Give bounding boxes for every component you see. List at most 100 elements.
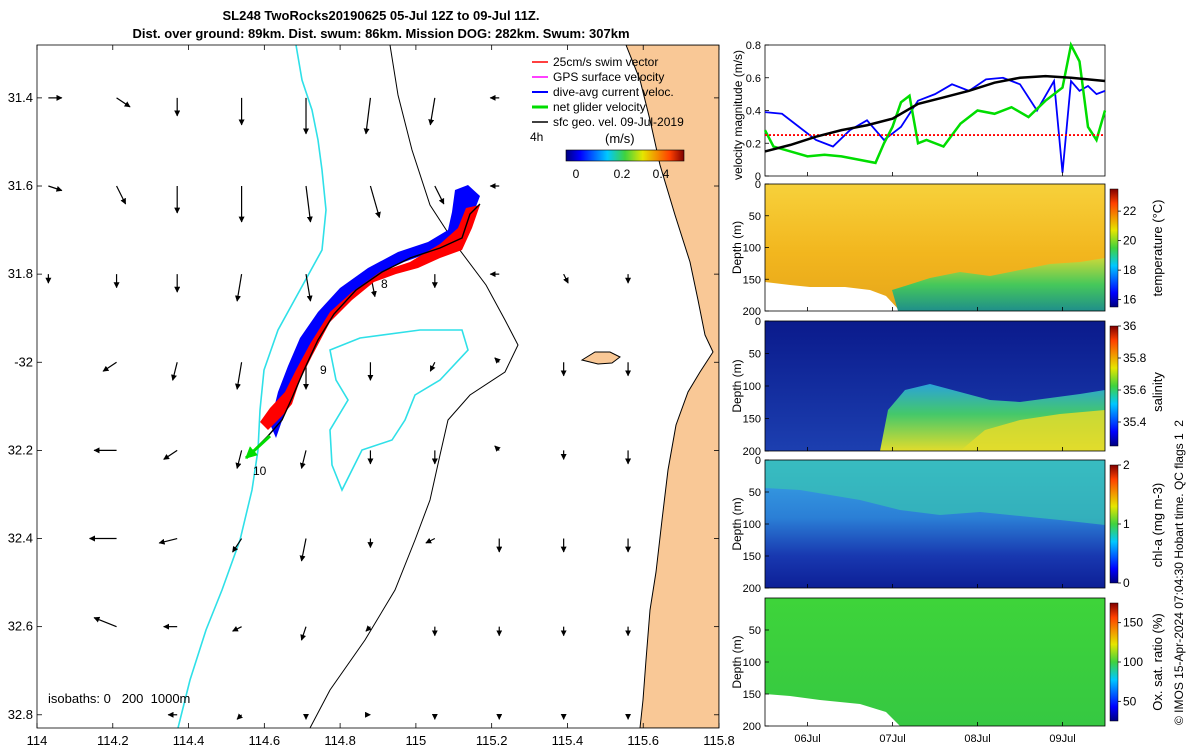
geo-velocity-vector: [494, 357, 501, 364]
geo-velocity-vector: [235, 362, 243, 390]
depth-tick-label: 200: [743, 721, 761, 733]
isobath-1000m: [177, 45, 327, 728]
colorbar-tick-04: 0.4: [653, 167, 670, 181]
geo-velocity-vector: [116, 97, 131, 108]
credit-text: © IMOS 15-Apr-2024 07:04:30 Hobart time.…: [1172, 420, 1186, 725]
velocity-y-tick-label: 0.6: [746, 73, 761, 85]
temperature-colorbar: [1109, 188, 1119, 308]
oxygen-colorbar-label: Ox. sat. ratio (%): [1150, 613, 1165, 711]
map-y-tick-label: 32.8: [8, 707, 33, 722]
colorbar-tick-0: 0: [573, 167, 580, 181]
day-marker-9: 9: [320, 363, 327, 377]
velocity-series: [763, 41, 1107, 173]
velocity-series-dive-avg-current: [764, 76, 1106, 173]
salinity-deep-patch: [960, 410, 1105, 451]
colorbar-tick-label: 16: [1123, 293, 1137, 307]
velocity-y-label: velocity magnitude (m/s): [731, 50, 745, 180]
velocity-y-tick-label: 0.4: [746, 106, 761, 118]
chla-panel: chl-a (mg m-3) 0 50 100 150 200 Depth (m) 0 1 2: [730, 455, 1165, 595]
legend-geo-label: sfc geo. vel. 09-Jul-2019: [553, 115, 684, 129]
depth-tick-label: 100: [743, 243, 761, 255]
legend-dive-label: dive-avg current veloc.: [553, 85, 674, 99]
salinity-panel: salinity 0 50 100 150 200 Depth (m) 35.4 35.6 35…: [730, 316, 1165, 458]
velocity-y-tick-label: 0.8: [746, 40, 761, 52]
geo-velocity-vector: [365, 625, 372, 632]
geo-velocity-vector: [299, 450, 307, 469]
day-marker-10: 10: [253, 464, 267, 478]
geo-velocity-vector: [116, 185, 127, 205]
map-x-tick-label: 115.4: [552, 733, 584, 748]
chla-mixed-layer: [765, 460, 1105, 525]
geo-velocity-vector: [158, 537, 178, 545]
map-x-tick-label: 115.8: [703, 733, 735, 748]
isobath-200m: [309, 45, 519, 728]
colorbar-tick-label: 35.6: [1123, 383, 1147, 397]
chla-colorbar: [1109, 464, 1119, 584]
colorbar-tick-label: 36: [1123, 319, 1137, 333]
time-tick-label: 07Jul: [879, 733, 905, 745]
oxygen-ticks: 50 100 150 200 Depth (m) 50 100 150: [730, 616, 1143, 733]
depth-tick-label: 50: [749, 211, 761, 223]
geo-velocity-vector: [363, 97, 372, 135]
net-velocity-arrow: [244, 434, 272, 460]
map-x-axis: 114 114.2 114.4 114.6 114.8 115 115.2 115.4 115.…: [27, 45, 735, 748]
depth-tick-label: 50: [749, 625, 761, 637]
oxygen-colorbar: [1109, 602, 1119, 722]
dive-avg-current-ribbon: [270, 185, 480, 438]
depth-tick-label: 200: [743, 583, 761, 595]
time-axis: 06Jul 07Jul 08Jul 09Jul: [794, 172, 1076, 745]
rottnest-island: [580, 351, 621, 365]
colorbar-tick-02: 0.2: [614, 167, 631, 181]
colorbar-tick-label: 0: [1123, 576, 1130, 590]
colorbar-tick-label: 35.8: [1123, 351, 1147, 365]
map-y-tick-label: 32.6: [8, 619, 33, 634]
geo-velocity-vector: [171, 362, 178, 381]
geo-velocity-vector: [369, 185, 381, 219]
glider-track: [255, 203, 481, 449]
map-y-tick-label: 32.2: [8, 442, 33, 457]
velocity-y-axis: 0 0.2 0.4 0.6 0.8: [746, 40, 769, 183]
colorbar-tick-label: 22: [1123, 204, 1137, 218]
land-mass: [625, 45, 719, 728]
depth-tick-label: 0: [755, 316, 761, 328]
map-x-tick-label: 114.8: [324, 733, 356, 748]
map-x-tick-label: 114: [27, 733, 48, 748]
geo-velocity-vector: [235, 450, 243, 469]
salinity-ticks: 0 50 100 150 200 Depth (m) 35.4 35.6 35.8 36: [730, 316, 1147, 458]
map-x-tick-label: 114.2: [97, 733, 129, 748]
velocity-series-net-glider-velocity: [763, 41, 1107, 165]
salinity-colorbar-label: salinity: [1150, 372, 1165, 412]
map-y-tick-label: -32: [14, 354, 33, 369]
geo-velocity-vector: [235, 274, 243, 302]
geo-velocity-vector: [236, 713, 244, 720]
colorbar-tick-label: 1: [1123, 517, 1130, 531]
velocity-y-tick-label: 0.2: [746, 138, 761, 150]
depth-tick-label: 50: [749, 487, 761, 499]
legend-gps-label: GPS surface velocity: [553, 70, 664, 84]
geo-velocity-vector: [425, 537, 436, 544]
geo-velocity-vector: [300, 626, 307, 641]
day-marker-8: 8: [381, 277, 388, 291]
legend-swim-label: 25cm/s swim vector: [553, 55, 658, 69]
map-x-tick-label: 115: [406, 733, 427, 748]
depth-axis-label: Depth (m): [730, 497, 744, 550]
chla-ticks: 0 50 100 150 200 Depth (m) 0 1 2: [730, 455, 1130, 595]
geo-velocity-vector: [299, 538, 307, 562]
depth-tick-label: 200: [743, 446, 761, 458]
legend-net-label: net glider velocity: [553, 100, 646, 114]
time-tick-label: 08Jul: [964, 733, 990, 745]
temperature-ticks: 0 50 100 150 200 Depth (m) 16 18 20 22: [730, 179, 1137, 318]
legend-time-label: 4h: [530, 130, 543, 144]
depth-tick-label: 100: [743, 381, 761, 393]
depth-tick-label: 100: [743, 657, 761, 669]
salinity-colorbar: [1109, 325, 1119, 447]
velocity-panel: 0 0.2 0.4 0.6 0.8 velocity magnitude (m/s): [731, 40, 1107, 183]
geo-velocity-vector: [434, 185, 445, 205]
geo-velocity-vector: [163, 449, 178, 460]
colorbar-tick-label: 35.4: [1123, 415, 1147, 429]
colorbar-tick-label: 100: [1123, 655, 1143, 669]
map-y-axis: 31.4 31.6 31.8 -32 32.2 32.4 32.6 32.8: [8, 90, 719, 722]
figure-title-line1: SL248 TwoRocks20190625 05-Jul 12Z to 09-…: [223, 8, 540, 23]
